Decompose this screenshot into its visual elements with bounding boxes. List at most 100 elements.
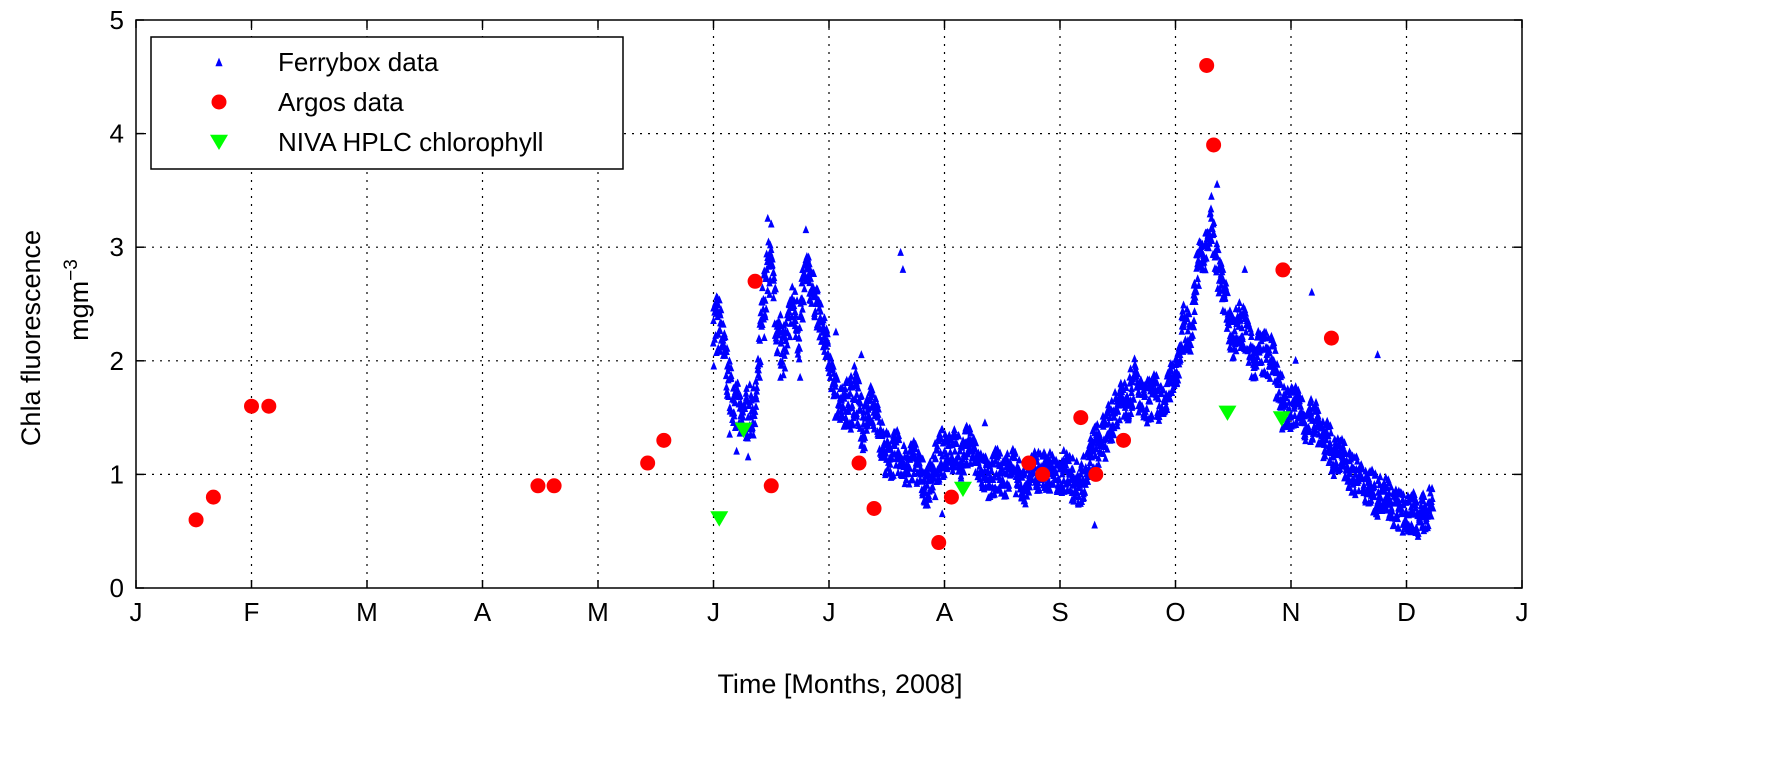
argos-point bbox=[1206, 137, 1222, 153]
ferrybox-point bbox=[762, 312, 769, 321]
ferrybox-point bbox=[1110, 412, 1118, 421]
ferrybox-point bbox=[1185, 309, 1193, 317]
ferrybox-point bbox=[910, 452, 917, 461]
ferrybox-point bbox=[801, 284, 808, 293]
ferrybox-point bbox=[1235, 321, 1243, 330]
ferrybox-point bbox=[1422, 509, 1430, 518]
ferrybox-point bbox=[719, 319, 727, 328]
ferrybox-point bbox=[961, 441, 969, 449]
ferrybox-point bbox=[736, 428, 744, 437]
ferrybox-point bbox=[955, 452, 962, 461]
ferrybox-point bbox=[1129, 401, 1137, 410]
ferrybox-point bbox=[1005, 480, 1013, 489]
ferrybox-point bbox=[1162, 389, 1170, 398]
ferrybox-point bbox=[733, 446, 740, 455]
ferrybox-point bbox=[751, 410, 758, 419]
ferrybox-point bbox=[784, 327, 791, 336]
ferrybox-point bbox=[790, 301, 798, 310]
ferrybox-point bbox=[1177, 354, 1184, 363]
ferrybox-point bbox=[1080, 493, 1088, 502]
ferrybox-point bbox=[1413, 497, 1421, 506]
ferrybox-point bbox=[1023, 491, 1031, 500]
ferrybox-point bbox=[805, 252, 812, 261]
y-axis-unit-text: mgm−3 bbox=[61, 259, 94, 341]
ferrybox-point bbox=[996, 475, 1004, 484]
ferrybox-point bbox=[934, 469, 941, 478]
ferrybox-point bbox=[1309, 433, 1316, 442]
ferrybox-point bbox=[823, 324, 830, 333]
ferrybox-point bbox=[1258, 357, 1265, 366]
ferrybox-point bbox=[868, 385, 876, 394]
ferrybox-point bbox=[895, 446, 902, 455]
ferrybox-point bbox=[1341, 438, 1348, 447]
ferrybox-point bbox=[1270, 355, 1277, 364]
ferrybox-point bbox=[1363, 486, 1371, 495]
ferrybox-point bbox=[1138, 401, 1146, 410]
ferrybox-point bbox=[848, 418, 856, 427]
ferrybox-point bbox=[781, 350, 788, 359]
ferrybox-point bbox=[857, 398, 864, 407]
ferrybox-point bbox=[1194, 259, 1201, 268]
ferrybox-point bbox=[1046, 485, 1054, 494]
ferrybox-point bbox=[1420, 526, 1428, 535]
y-axis-unit: mgm−3 bbox=[61, 259, 94, 341]
argos-point bbox=[1073, 410, 1089, 426]
ferrybox-point bbox=[1336, 446, 1343, 455]
ferrybox-point bbox=[742, 388, 750, 397]
ferrybox-point bbox=[744, 452, 752, 461]
ferrybox-point bbox=[1234, 311, 1241, 320]
ferrybox-point bbox=[1210, 229, 1218, 238]
ferrybox-point bbox=[1108, 435, 1116, 444]
ferrybox-point bbox=[1301, 418, 1309, 427]
ferrybox-point bbox=[1390, 520, 1398, 529]
ferrybox-point bbox=[1114, 406, 1122, 415]
ferrybox-point bbox=[932, 453, 939, 462]
ferrybox-point bbox=[831, 389, 839, 398]
ferrybox-point bbox=[1225, 316, 1232, 325]
ferrybox-point bbox=[1190, 316, 1198, 325]
ferrybox-point bbox=[1090, 446, 1097, 455]
ferrybox-point bbox=[1115, 400, 1122, 409]
ferrybox-point bbox=[809, 282, 817, 290]
ferrybox-point bbox=[753, 382, 761, 391]
ferrybox-point bbox=[920, 486, 928, 495]
ferrybox-point bbox=[938, 509, 946, 518]
ferrybox-point bbox=[1273, 378, 1281, 387]
ferrybox-point bbox=[1187, 333, 1194, 342]
ferrybox-point bbox=[1353, 452, 1360, 461]
ferrybox-point bbox=[933, 441, 941, 450]
ferrybox-point bbox=[1393, 509, 1401, 518]
ferrybox-point bbox=[1204, 230, 1212, 239]
ferrybox-point bbox=[944, 441, 952, 449]
ferrybox-point bbox=[795, 354, 803, 363]
ferrybox-point bbox=[1327, 421, 1334, 430]
ferrybox-point bbox=[1325, 441, 1333, 449]
ferrybox-point bbox=[881, 467, 889, 476]
ferrybox-point bbox=[846, 388, 854, 397]
ferrybox-point bbox=[968, 446, 976, 455]
x-tick-label: J bbox=[707, 597, 720, 627]
ferrybox-point bbox=[1346, 469, 1354, 478]
ferrybox-point bbox=[1003, 469, 1011, 478]
ferrybox-point bbox=[1012, 489, 1020, 498]
ferrybox-point bbox=[937, 458, 945, 467]
ferrybox-point bbox=[967, 428, 974, 437]
ferrybox-point bbox=[1110, 430, 1118, 439]
ferrybox-point bbox=[777, 310, 784, 319]
ferrybox-point bbox=[1321, 451, 1329, 460]
ferrybox-point bbox=[1183, 304, 1191, 313]
ferrybox-point bbox=[912, 444, 919, 453]
ferrybox-point bbox=[993, 469, 1000, 478]
ferrybox-point bbox=[1124, 395, 1132, 404]
ferrybox-point bbox=[939, 451, 946, 460]
ferrybox-point bbox=[1148, 411, 1156, 420]
ferrybox-point bbox=[818, 336, 825, 345]
ferrybox-point bbox=[1166, 394, 1174, 403]
ferrybox-point bbox=[1011, 453, 1019, 462]
argos-point bbox=[1021, 455, 1037, 471]
ferrybox-point bbox=[1251, 371, 1259, 380]
ferrybox-point bbox=[901, 479, 909, 488]
x-tick-label: J bbox=[823, 597, 836, 627]
argos-point bbox=[530, 478, 546, 494]
